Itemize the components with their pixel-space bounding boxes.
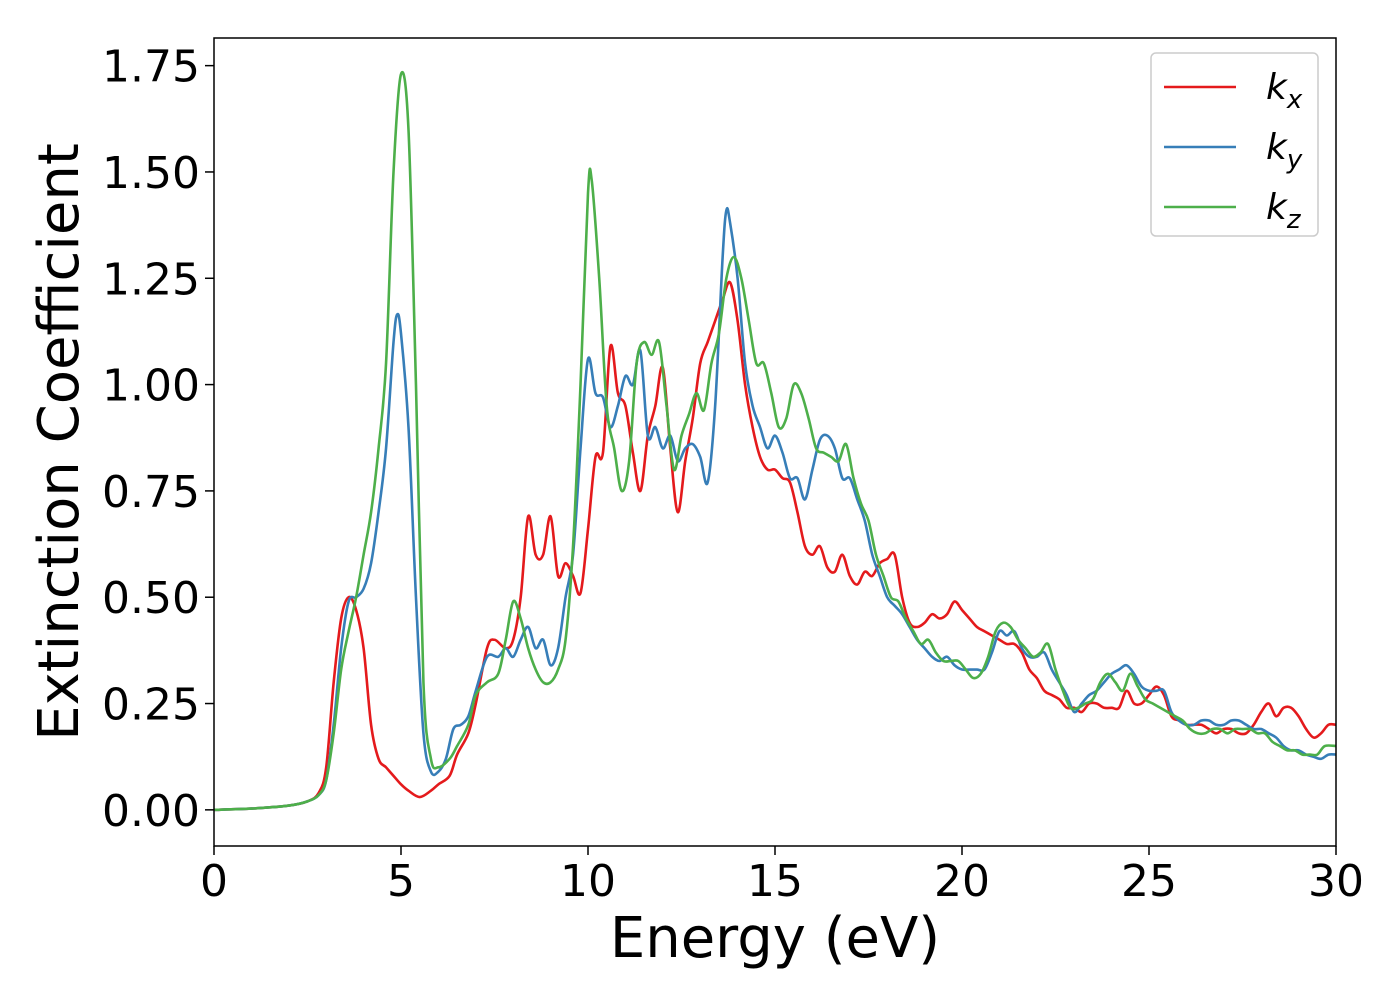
x-tick-label: 20 (934, 856, 990, 907)
x-tick-label: 15 (747, 856, 803, 907)
y-tick-label: 1.75 (102, 42, 200, 93)
series-line-k-y (214, 206, 1336, 812)
x-tick-label: 0 (200, 856, 228, 907)
y-tick-label: 1.00 (102, 361, 200, 412)
y-tick-label: 1.50 (102, 148, 200, 199)
y-tick-label: 0.50 (102, 573, 200, 624)
series-layer (214, 71, 1336, 812)
y-tick-label: 1.25 (102, 254, 200, 305)
y-axis-label: Extinction Coefficient (27, 143, 92, 741)
legend-box (1150, 52, 1319, 237)
tick-layer: 0 5 10 15 20 25 30 0.00 0.25 0.50 0.75 1.00 1.25 1.50… (102, 42, 1364, 907)
x-tick-label: 5 (387, 856, 415, 907)
x-tick-label: 25 (1121, 856, 1177, 907)
x-axis-label: Energy (eV) (610, 906, 940, 971)
x-tick-label: 30 (1308, 856, 1364, 907)
legend-label-k-y: ky (1266, 127, 1303, 175)
legend-label-k-x: kx (1266, 67, 1303, 115)
series-line-k-z (214, 71, 1336, 812)
y-tick-label: 0.25 (102, 680, 200, 731)
series-line-k-x (214, 280, 1336, 812)
y-tick-label: 0.75 (102, 467, 200, 518)
y-tick-label: 0.00 (102, 786, 200, 837)
x-tick-label: 10 (560, 856, 616, 907)
